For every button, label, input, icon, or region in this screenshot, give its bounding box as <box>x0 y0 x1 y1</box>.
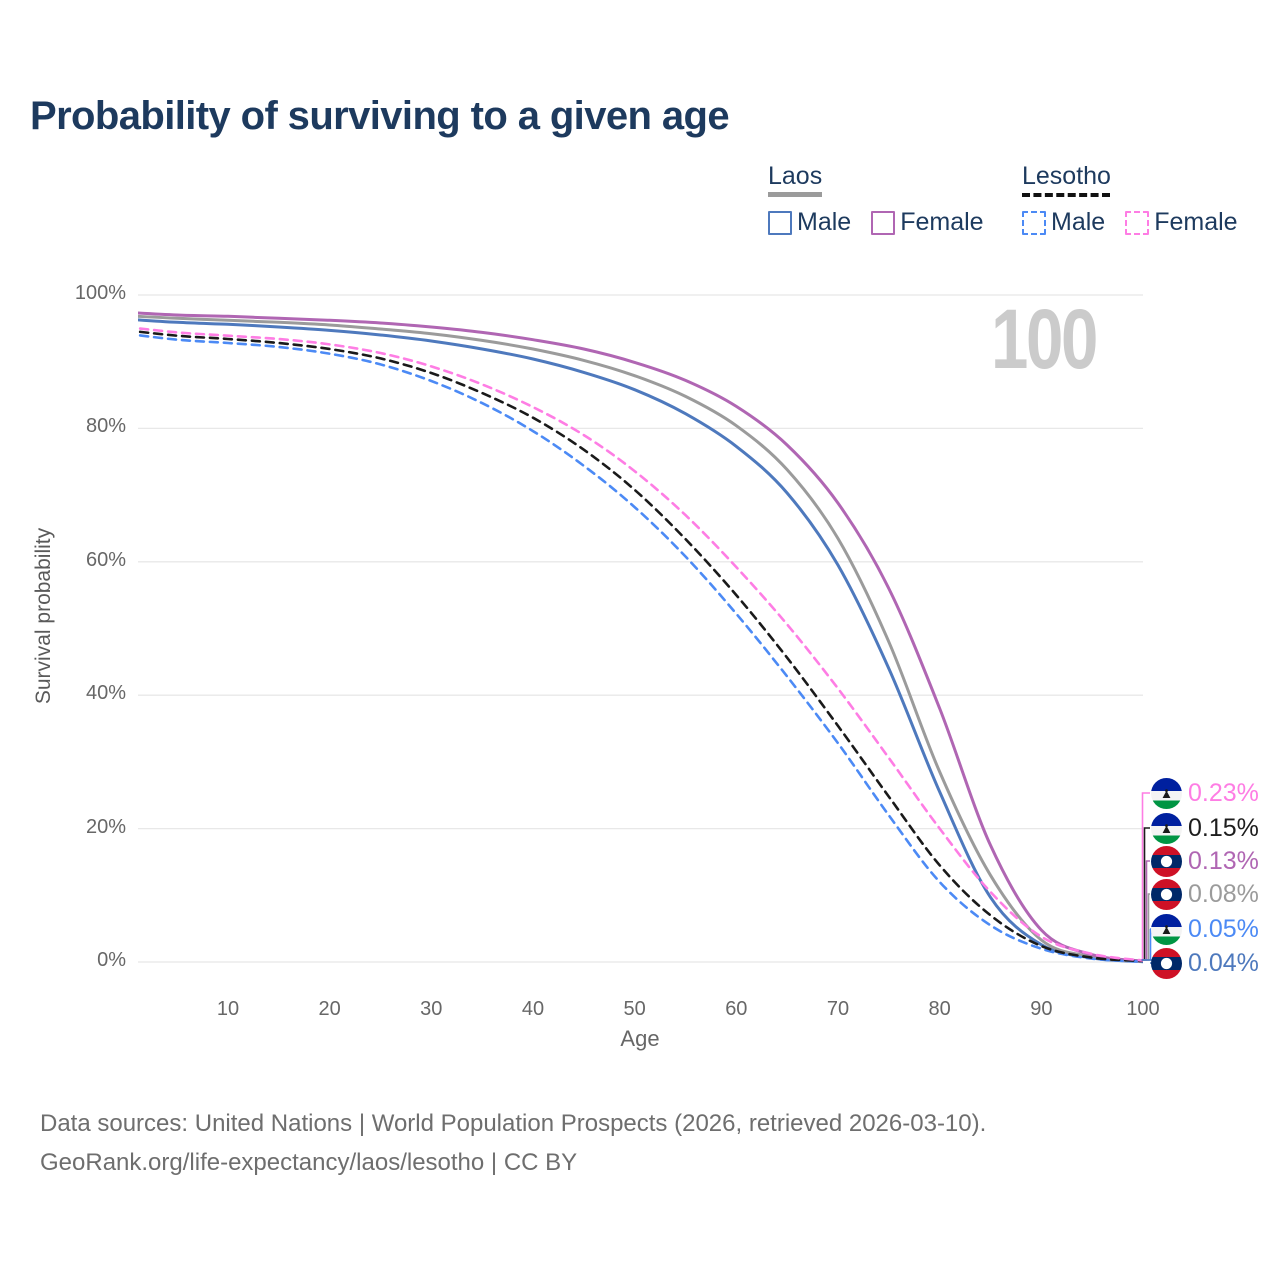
legend-header-laos: Laos <box>768 162 823 190</box>
lesotho-flag-icon <box>1151 812 1182 844</box>
legend-group-lesotho: Lesotho Male Female <box>1022 163 1238 237</box>
y-tick-label: 80% <box>85 415 126 438</box>
curve-laos-female[interactable] <box>126 311 1143 963</box>
x-tick-label: 100 <box>1126 998 1160 1020</box>
curve-lesotho-both[interactable] <box>126 330 1143 963</box>
curve-laos-male[interactable] <box>126 318 1143 964</box>
curve-laos-both[interactable] <box>126 314 1143 963</box>
end-label-value: 0.08% <box>1188 879 1259 908</box>
legend-underline-laos <box>768 192 822 197</box>
curve-lesotho-male[interactable] <box>126 333 1143 963</box>
legend-item-lesotho-male[interactable]: Male <box>1022 208 1105 237</box>
legend-swatch-lesotho-male-icon <box>1022 210 1046 235</box>
x-tick-label: 30 <box>420 998 443 1020</box>
y-tick-label: 40% <box>85 682 126 705</box>
legend-group-laos: Laos Male Female <box>768 163 984 237</box>
end-label-value: 0.23% <box>1188 778 1259 807</box>
end-label-value: 0.15% <box>1188 813 1259 842</box>
legend-item-label: Female <box>1154 208 1238 236</box>
end-label-value: 0.04% <box>1188 948 1259 977</box>
laos-flag-icon <box>1151 845 1182 877</box>
end-label-laos-004: 0.04% <box>1151 947 1259 979</box>
legend-swatch-laos-male-icon <box>768 210 792 235</box>
x-axis-label: Age <box>620 1026 660 1051</box>
legend-item-laos-male[interactable]: Male <box>768 208 851 237</box>
curve-lesotho-female[interactable] <box>126 326 1143 962</box>
laos-flag-icon <box>1151 878 1182 910</box>
y-tick-label: 60% <box>85 548 126 571</box>
legend-header-lesotho: Lesotho <box>1022 162 1111 190</box>
y-tick-label: 100% <box>74 282 126 304</box>
footer-sources-line: Data sources: United Nations | World Pop… <box>40 1110 987 1137</box>
x-tick-label: 10 <box>216 998 240 1020</box>
legend-item-label: Female <box>900 208 984 236</box>
end-label-laos-013: 0.13% <box>1151 845 1259 877</box>
legend-item-label: Male <box>1051 208 1106 236</box>
footer: Data sources: United Nations | World Pop… <box>40 1104 986 1182</box>
legend-swatch-laos-female-icon <box>871 210 896 235</box>
x-tick-label: 40 <box>521 998 545 1020</box>
end-label-lesotho-005: 0.05% <box>1151 913 1259 945</box>
age-watermark: 100 <box>991 292 1098 386</box>
footer-license-line: GeoRank.org/life-expectancy/laos/lesotho… <box>40 1149 578 1176</box>
lesotho-flag-icon <box>1151 913 1182 945</box>
x-tick-label: 60 <box>725 998 748 1020</box>
x-tick-label: 70 <box>826 998 850 1020</box>
legend-item-label: Male <box>797 208 852 236</box>
legend-swatch-lesotho-female-icon <box>1125 210 1150 235</box>
x-tick-label: 80 <box>928 998 951 1020</box>
y-tick-label: 0% <box>97 949 126 971</box>
page-title: Probability of surviving to a given age <box>30 94 730 138</box>
end-label-lesotho-015: 0.15% <box>1151 812 1259 844</box>
end-label-value: 0.05% <box>1188 914 1259 943</box>
legend-item-lesotho-female[interactable]: Female <box>1125 208 1238 237</box>
x-tick-label: 90 <box>1030 998 1053 1020</box>
legend-item-laos-female[interactable]: Female <box>871 208 984 237</box>
laos-flag-icon <box>1151 947 1182 979</box>
end-label-value: 0.13% <box>1188 846 1259 875</box>
lesotho-flag-icon <box>1151 777 1182 809</box>
x-tick-label: 50 <box>623 998 646 1020</box>
y-tick-label: 20% <box>85 815 126 838</box>
x-tick-label: 20 <box>318 998 341 1020</box>
legend-underline-lesotho <box>1022 193 1110 197</box>
end-label-lesotho-023: 0.23% <box>1151 777 1259 809</box>
end-label-laos-008: 0.08% <box>1151 878 1259 910</box>
